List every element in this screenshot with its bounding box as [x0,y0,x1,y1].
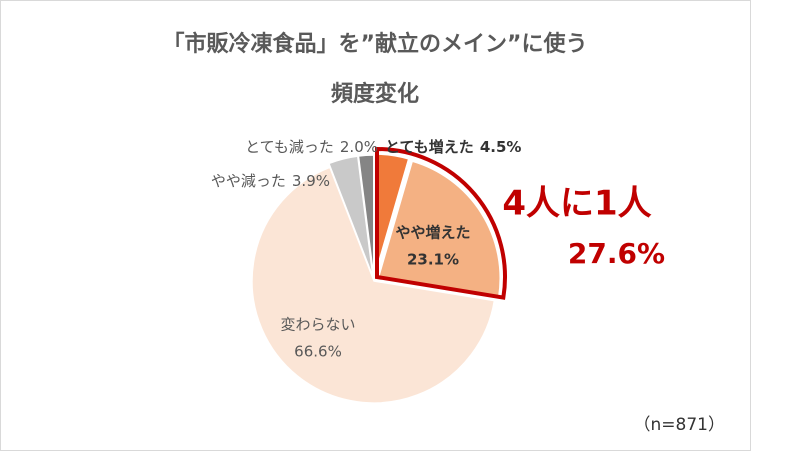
pie-slice [377,160,501,299]
pie-slice [357,154,375,278]
category-label: とても減った [245,138,334,156]
category-label: 変わらない [280,316,355,334]
pie-slice [251,166,496,404]
value-label: 2.0% [340,138,378,156]
category-label: やや減った [211,172,286,190]
value-label: 3.9% [292,172,330,190]
value-label: 23.1% [407,251,459,269]
chart-title: 頻度変化 [331,81,419,107]
pie-slice [373,153,410,277]
data-label: とても減った 2.0% [245,138,378,156]
sample-note: （n=871） [634,415,725,435]
category-label: とても増えた [385,138,474,156]
highlight-outline [375,146,507,300]
highlight-text: 4人に1人 [502,184,651,224]
value-label: 66.6% [294,343,342,361]
category-label: やや増えた [395,224,470,242]
data-label: とても増えた 4.5% [385,138,521,156]
value-label: 4.5% [480,138,522,156]
highlight-value: 27.6% [568,237,665,270]
data-label: やや減った 3.9% [211,172,330,190]
chart-title: 「市販冷凍食品」を”献立のメイン”に使う [163,31,588,57]
